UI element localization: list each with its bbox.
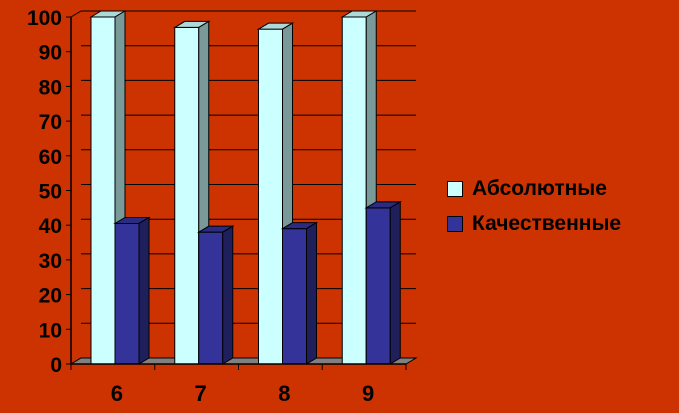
bar-front-7-1: [174, 26, 200, 365]
wall-corner-top: [70, 10, 82, 18]
y-tick-label-80: 80: [39, 76, 62, 99]
legend-item-quality: Качественные: [447, 212, 621, 236]
bar-9-series-2: [364, 200, 403, 365]
bar-front-9-2: [365, 207, 391, 365]
x-tick-label-7: 7: [195, 381, 207, 406]
legend-label-absolute: Абсолютные: [472, 177, 607, 200]
y-tick-label-0: 0: [50, 354, 62, 377]
y-tick-label-20: 20: [39, 285, 62, 308]
bar-side-6-2: [138, 216, 150, 365]
y-tick-label-90: 90: [39, 42, 62, 65]
legend-swatch-absolute: [447, 181, 463, 197]
legend-label-quality: Качественные: [472, 212, 622, 235]
bar-8-series-2: [280, 221, 319, 365]
bar-6-series-2: [113, 216, 151, 365]
bar-front-9-1: [341, 16, 367, 365]
y-tick-label-100: 100: [27, 7, 62, 30]
y-tick-label-50: 50: [39, 181, 62, 204]
bar-front-8-1: [258, 28, 283, 365]
bar-front-6-2: [114, 222, 140, 365]
bar-side-9-2: [389, 200, 401, 365]
x-tick-label-8: 8: [278, 381, 290, 406]
bar-front-8-2: [282, 228, 307, 365]
y-tick-label-40: 40: [39, 215, 62, 238]
bar-8-series-1: [256, 22, 295, 365]
y-tick-label-60: 60: [39, 146, 62, 169]
legend: Абсолютные Качественные: [441, 171, 665, 243]
legend-swatch-quality: [447, 216, 463, 232]
y-tick-label-10: 10: [39, 319, 62, 342]
bar-7-series-2: [196, 225, 235, 365]
bar-side-7-2: [222, 225, 234, 365]
legend-item-absolute: Абсолютные: [447, 177, 607, 201]
y-tick-label-70: 70: [39, 111, 62, 134]
bar-front-6-1: [90, 16, 116, 365]
bar-front-7-2: [198, 231, 224, 365]
x-tick-label-6: 6: [111, 381, 123, 406]
y-tick-label-30: 30: [39, 250, 62, 273]
x-tick-label-9: 9: [362, 381, 374, 406]
bar-side-8-2: [306, 221, 317, 365]
